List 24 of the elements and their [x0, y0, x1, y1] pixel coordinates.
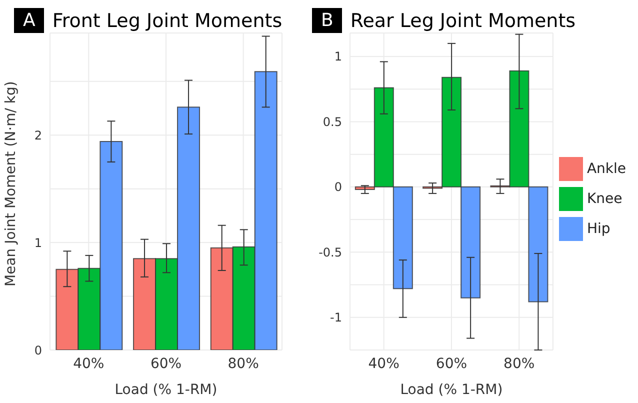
y-tick-label: 0	[334, 180, 342, 194]
x-tick-label: 40%	[73, 356, 104, 372]
legend-label: Knee	[586, 191, 622, 207]
x-tick-label: 60%	[150, 356, 182, 372]
x-tick-label: 60%	[436, 356, 468, 372]
chart-title: Front Leg Joint Moments	[52, 10, 282, 32]
y-tick-label: 2	[34, 128, 42, 142]
y-axis-title: Mean Joint Moment (N·m/ kg)	[2, 81, 19, 286]
text: B	[312, 8, 342, 33]
chart-title: Rear Leg Joint Moments	[350, 10, 576, 32]
x-axis-title: Load (% 1-RM)	[400, 382, 503, 398]
legend-label: Ankle	[586, 161, 626, 177]
x-tick-label: 80%	[504, 356, 535, 372]
y-tick-label: -0.5	[318, 245, 342, 260]
y-tick-label: 0.5	[322, 114, 342, 129]
legend-label: Hip	[586, 221, 610, 237]
y-tick-label: 1	[334, 50, 342, 64]
x-axis-title: Load (% 1-RM)	[114, 382, 218, 398]
x-tick-label: 80%	[228, 356, 259, 372]
y-tick-label: 0	[34, 343, 42, 358]
x-tick-label: 40%	[368, 356, 400, 372]
y-tick-label: -1	[330, 310, 342, 325]
y-tick-label: 1	[34, 236, 42, 250]
text: A	[14, 8, 44, 33]
